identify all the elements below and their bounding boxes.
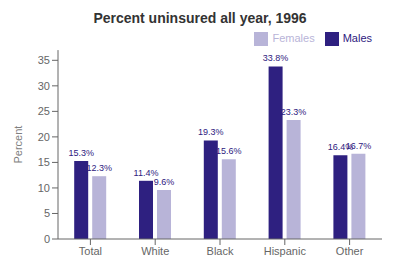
html-text:Males: Males [342,32,372,44]
svg-text:19.3%: 19.3% [198,127,224,137]
svg-text:11.4%: 11.4% [133,167,159,178]
svg-text:25: 25 [38,105,50,117]
svg-text:15: 15 [38,156,50,168]
svg-text:30: 30 [38,80,50,92]
svg-text:23.3%: 23.3% [281,107,307,117]
svg-text:Hispanic: Hispanic [264,245,307,257]
svg-text:Percent: Percent [12,126,24,164]
svg-text:White: White [141,245,169,257]
html-text:Females: Females [272,32,315,44]
svg-text:Total: Total [79,245,102,257]
svg-text:16.7%: 16.7% [346,141,372,151]
svg-text:20: 20 [38,131,50,143]
svg-text:12.3%: 12.3% [86,163,112,173]
svg-text:0: 0 [44,233,50,245]
svg-text:33.8%: 33.8% [263,53,289,63]
svg-text:10: 10 [38,182,50,194]
svg-text:Other: Other [336,245,364,257]
svg-text:9.6%: 9.6% [154,177,175,187]
html-text:Percent uninsured all year, 19: Percent uninsured all year, 1996 [93,10,307,26]
svg-text:35: 35 [38,54,50,66]
svg-text:15.6%: 15.6% [216,146,242,156]
svg-text:5: 5 [44,207,50,219]
svg-text:15.3%: 15.3% [68,148,94,158]
svg-text:16.4%: 16.4% [327,142,354,153]
svg-text:Black: Black [207,245,234,257]
